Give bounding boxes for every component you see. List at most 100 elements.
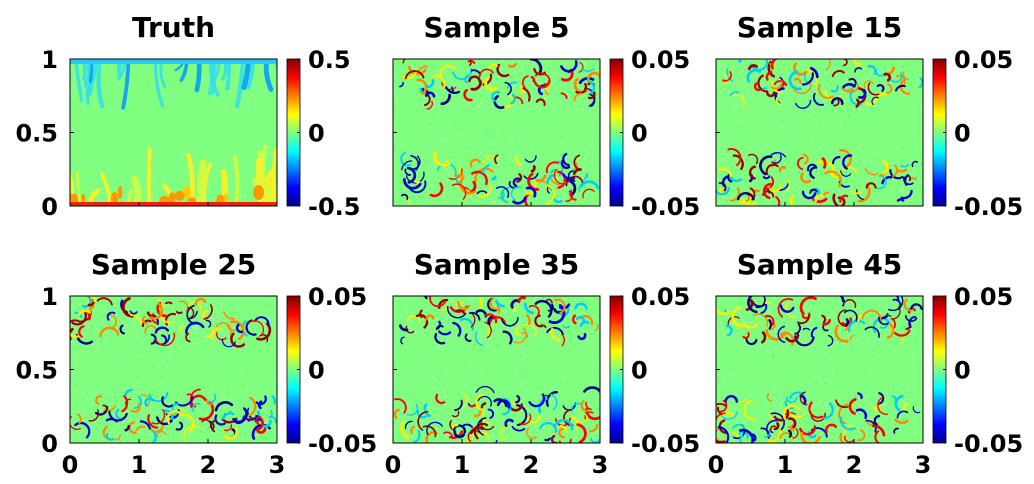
field-stroke [173, 352, 176, 354]
field-stroke [412, 196, 414, 199]
field-stroke [821, 157, 827, 169]
heatmap-field [716, 296, 923, 443]
field-stroke [515, 199, 518, 201]
field-stroke [798, 337, 800, 340]
field-stroke [99, 326, 120, 338]
field-stroke [500, 426, 509, 441]
field-stroke [434, 332, 446, 345]
field-stroke [764, 378, 767, 380]
field-stroke [129, 310, 138, 315]
field-stroke [716, 305, 731, 315]
field-stroke [175, 310, 183, 315]
field-stroke [431, 68, 433, 70]
field-stroke [836, 369, 838, 371]
field-stroke [854, 334, 856, 337]
field-stroke [120, 380, 123, 383]
field-stroke [491, 175, 497, 181]
field-stroke [147, 321, 150, 324]
field-stroke [839, 296, 845, 303]
field-stroke [721, 314, 723, 316]
field-stroke [481, 368, 484, 371]
field-stroke [114, 354, 117, 357]
field-stroke [226, 391, 229, 394]
field-stroke [223, 426, 239, 440]
field-stroke [903, 298, 915, 312]
field-stroke [181, 318, 184, 320]
field-stroke [798, 171, 801, 174]
field-stroke [761, 132, 764, 134]
field-stroke [548, 432, 550, 435]
field-stroke [788, 161, 790, 163]
field-stroke [812, 355, 814, 357]
field-stroke [865, 330, 868, 333]
field-stroke [565, 77, 567, 80]
field-stroke [798, 192, 801, 195]
field-stroke [590, 437, 600, 443]
field-stroke [550, 429, 552, 431]
field-stroke [141, 342, 144, 344]
field-stroke [545, 83, 553, 93]
field-stroke [175, 421, 184, 431]
field-stroke [724, 395, 739, 404]
field-stroke [911, 143, 913, 146]
field-stroke [767, 310, 769, 312]
field-stroke [475, 296, 477, 299]
field-stroke [894, 329, 911, 337]
field-stroke [535, 296, 537, 298]
field-stroke [796, 156, 804, 170]
field-stroke [447, 306, 467, 319]
field-stroke [502, 330, 513, 345]
field-stroke [108, 304, 110, 307]
field-stroke [141, 315, 148, 325]
field-stroke [835, 372, 838, 375]
field-stroke [765, 328, 787, 341]
field-stroke [223, 193, 229, 202]
field-stroke [501, 435, 504, 438]
field-stroke [439, 336, 441, 338]
field-stroke [427, 359, 430, 362]
field-stroke [576, 323, 578, 326]
field-stroke [149, 374, 151, 377]
field-stroke [821, 314, 827, 324]
field-stroke [144, 325, 157, 335]
field-stroke [830, 84, 839, 93]
field-stroke [519, 339, 521, 342]
field-stroke [534, 171, 537, 173]
field-stroke [417, 410, 429, 431]
field-stroke [877, 396, 888, 415]
field-stroke [219, 400, 221, 402]
field-stroke [582, 188, 595, 199]
field-stroke [119, 440, 122, 443]
field-stroke [413, 429, 421, 443]
field-stroke [744, 440, 747, 443]
field-stroke [549, 123, 551, 126]
colorbar-tick-label: -0.5 [308, 193, 360, 221]
field-stroke [474, 131, 476, 133]
field-stroke [477, 105, 479, 108]
field-stroke [175, 430, 178, 432]
field-stroke [819, 399, 821, 401]
field-stroke [423, 96, 426, 98]
field-stroke [521, 181, 524, 184]
field-stroke [719, 186, 725, 198]
field-stroke [594, 124, 597, 126]
field-stroke [801, 163, 803, 166]
field-stroke [130, 403, 141, 413]
field-stroke [572, 314, 577, 325]
field-stroke [441, 308, 451, 312]
field-stroke [437, 170, 440, 172]
field-stroke [405, 70, 407, 73]
field-stroke [872, 367, 874, 370]
field-stroke [752, 94, 755, 97]
field-stroke [513, 327, 527, 344]
field-stroke [801, 72, 814, 86]
field-stroke [150, 326, 153, 329]
field-stroke [519, 345, 521, 347]
field-stroke [739, 428, 754, 443]
field-stroke [823, 132, 826, 134]
field-stroke [812, 309, 815, 311]
field-stroke [111, 358, 114, 361]
field-stroke [397, 370, 399, 373]
field-stroke [748, 108, 750, 111]
